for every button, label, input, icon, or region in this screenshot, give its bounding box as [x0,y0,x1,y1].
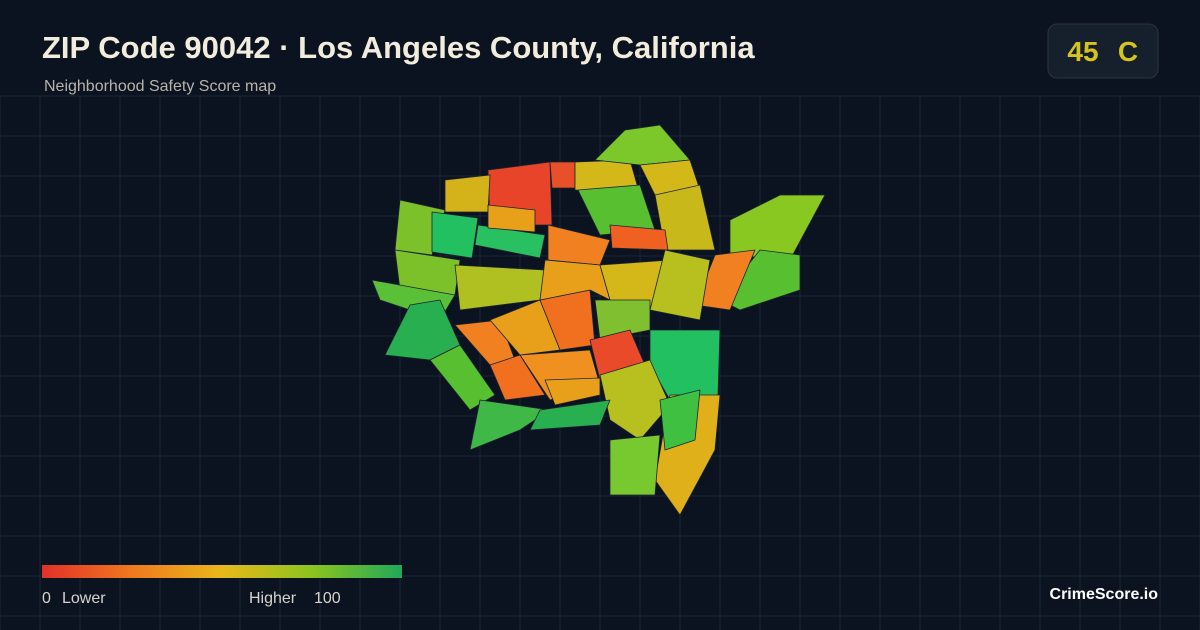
score-badge [1047,23,1159,79]
subtitle: Neighborhood Safety Score map [44,78,276,95]
legend-high: Higher [249,590,297,607]
title: ZIP Code 90042 · Los Angeles County, Cal… [42,30,755,65]
legend-low: Lower [62,590,106,607]
legend-max: 100 [314,590,341,607]
legend-gradient [42,565,402,578]
grade: C [1118,36,1138,67]
neighborhood-map [371,124,826,516]
legend-min: 0 [42,590,51,607]
score: 45 [1067,36,1098,67]
brand: CrimeScore.io [1050,586,1159,603]
